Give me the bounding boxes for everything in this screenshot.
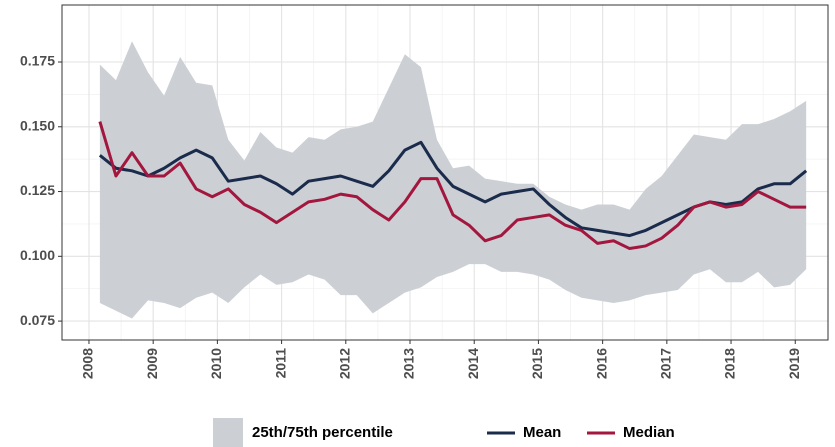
legend-swatch xyxy=(213,418,243,447)
legend-label: Mean xyxy=(523,424,561,441)
plot-border xyxy=(61,4,829,341)
y-tick-label: 0.100 xyxy=(20,247,55,263)
x-tick-label: 2018 xyxy=(722,348,738,379)
legend-label: Median xyxy=(623,424,675,441)
series-line xyxy=(98,140,808,238)
y-tick-label: 0.175 xyxy=(20,53,55,69)
y-tick-label: 0.150 xyxy=(20,117,55,133)
legend-label: 25th/75th percentile xyxy=(252,424,393,441)
y-tick-label: 0.125 xyxy=(20,182,55,198)
x-tick-label: 2014 xyxy=(465,348,481,379)
x-tick-label: 2009 xyxy=(144,348,160,379)
x-tick-label: 2012 xyxy=(337,348,353,379)
x-tick-label: 2011 xyxy=(272,348,288,379)
x-tick-label: 2010 xyxy=(208,348,224,379)
x-tick-label: 2008 xyxy=(80,348,96,379)
series-line xyxy=(98,121,807,251)
x-tick-label: 2015 xyxy=(529,348,545,379)
x-tick-label: 2019 xyxy=(786,348,802,379)
x-tick-label: 2016 xyxy=(593,348,609,379)
y-tick-label: 0.075 xyxy=(20,312,55,328)
x-tick-label: 2013 xyxy=(401,348,417,379)
x-tick-label: 2017 xyxy=(658,348,674,379)
